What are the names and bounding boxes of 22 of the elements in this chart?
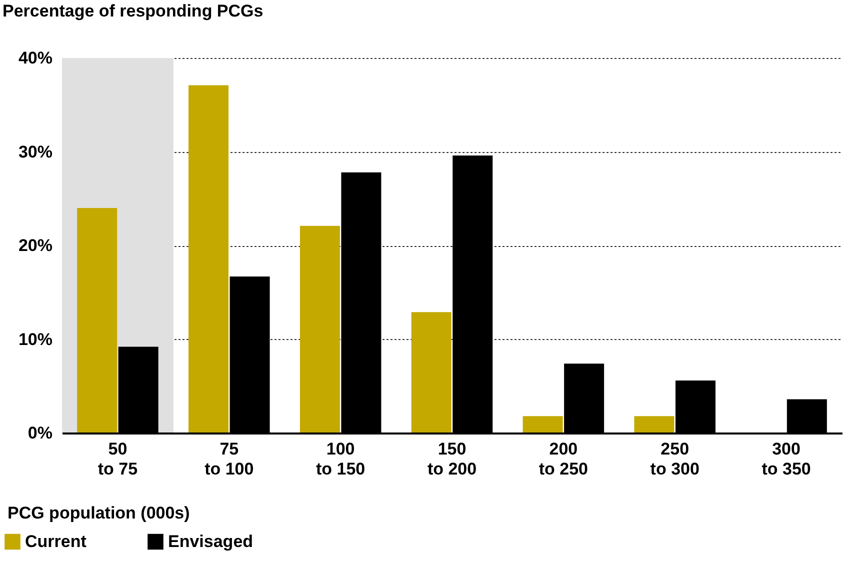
bar <box>522 416 563 433</box>
legend-label: Current <box>25 532 87 551</box>
x-tick-label: 100 to 150 <box>316 440 366 478</box>
bar <box>188 85 229 433</box>
x-tick-label: 200 to 250 <box>538 440 588 478</box>
y-tick-label: 40% <box>18 48 52 68</box>
bar <box>411 312 452 433</box>
y-tick-label: 20% <box>18 236 52 255</box>
x-tick-label: 50 to 75 <box>98 440 138 478</box>
bar <box>300 226 340 433</box>
y-tick-label: 30% <box>18 142 52 162</box>
x-axis-title: PCG population (000s) <box>8 504 190 522</box>
legend-label: Envisaged <box>168 532 254 551</box>
y-tick-label: 10% <box>18 330 52 349</box>
x-tick-label: 300 to 350 <box>762 440 811 478</box>
x-tick-label: 250 to 300 <box>650 440 700 478</box>
bar <box>77 208 118 433</box>
y-tick-label: 0% <box>28 424 52 442</box>
x-tick-label: 150 to 200 <box>427 440 477 478</box>
bar <box>634 416 674 433</box>
x-tick-label: 75 to 100 <box>204 440 254 478</box>
y-axis-title: Percentage of responding PCGs <box>2 2 264 20</box>
